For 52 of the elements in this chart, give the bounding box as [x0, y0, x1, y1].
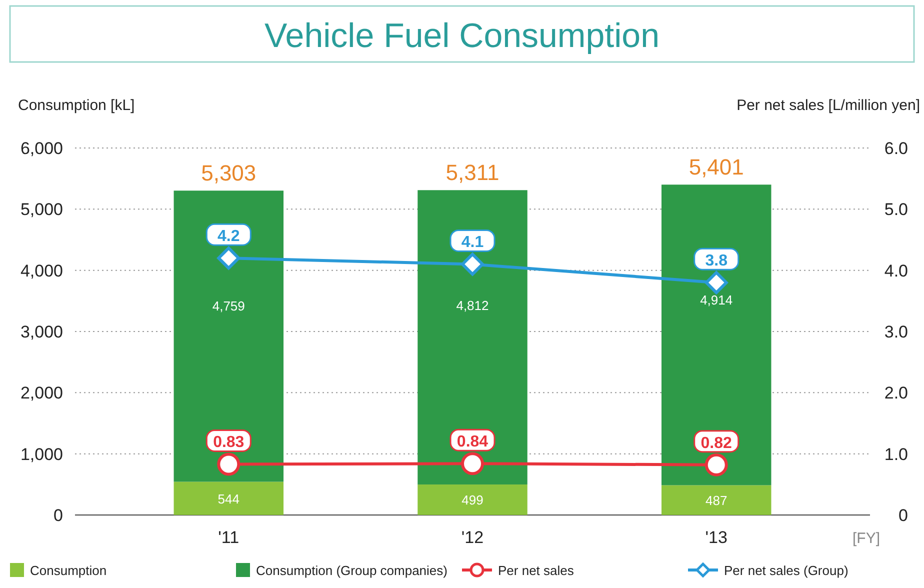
data-label: 544	[218, 491, 240, 506]
data-label: 4,812	[456, 298, 489, 314]
x-axis-title: [FY]	[852, 530, 880, 547]
data-label: 499	[462, 492, 484, 508]
y-tick-label: 0	[54, 506, 63, 525]
data-label: 4.2	[218, 228, 240, 246]
bar	[418, 484, 528, 515]
point	[217, 246, 240, 270]
data-label: 0.83	[213, 434, 244, 452]
data-label: 4,914	[700, 292, 733, 308]
bar	[661, 184, 772, 486]
total-label: 5,303	[201, 160, 256, 186]
y2-tick-label: 1.0	[884, 444, 908, 464]
point	[704, 453, 728, 476]
point	[217, 452, 240, 476]
bar	[174, 190, 284, 482]
y2-tick-label: 0	[898, 506, 908, 525]
y-tick-label: 3,000	[20, 322, 63, 342]
chart-title: Vehicle Fuel Consumption	[264, 17, 660, 55]
data-label: 3.8	[705, 252, 728, 270]
data-label: 4,759	[212, 298, 245, 314]
bar	[174, 482, 284, 515]
y-tick-label: 2,000	[20, 384, 63, 403]
legend-label: Consumption (Group companies)	[256, 563, 448, 578]
legend-label: Consumption	[30, 563, 107, 578]
data-label: 487	[706, 493, 728, 508]
point	[461, 452, 484, 476]
bar	[418, 190, 528, 484]
x-tick-label: '13	[705, 528, 728, 547]
total-label: 5,401	[688, 154, 744, 180]
x-tick-label: '12	[461, 528, 484, 547]
data-label: 4.1	[461, 234, 484, 252]
bar	[661, 485, 772, 515]
x-tick-label: '11	[218, 528, 240, 547]
y-tick-label: 6,000	[20, 139, 63, 158]
y2-tick-label: 5.0	[884, 200, 908, 220]
y2-tick-label: 2.0	[884, 384, 908, 403]
legend-label: Per net sales	[498, 563, 574, 578]
y-tick-label: 1,000	[20, 444, 63, 464]
y-axis-title: Consumption [kL]	[18, 97, 135, 114]
data-label: 0.84	[456, 434, 488, 451]
y2-tick-label: 4.0	[884, 261, 908, 280]
total-label: 5,311	[446, 160, 500, 186]
y-tick-label: 5,000	[20, 200, 63, 220]
point	[704, 271, 728, 294]
y2-tick-label: 6.0	[884, 139, 908, 158]
point	[461, 252, 484, 276]
legend-label: Per net sales (Group)	[724, 563, 848, 578]
data-label: 0.82	[700, 434, 732, 452]
y2-axis-title: Per net sales [L/million yen]	[736, 97, 920, 114]
y2-tick-label: 3.0	[884, 322, 908, 342]
y-tick-label: 4,000	[20, 261, 63, 280]
